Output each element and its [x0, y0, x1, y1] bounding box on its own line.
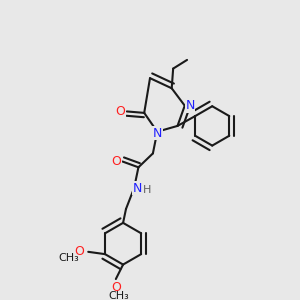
Text: O: O [75, 245, 85, 258]
Text: O: O [111, 155, 121, 168]
Text: N: N [185, 99, 195, 112]
Text: N: N [133, 182, 142, 195]
Text: CH₃: CH₃ [58, 253, 79, 263]
Text: O: O [111, 280, 121, 294]
Text: CH₃: CH₃ [108, 291, 129, 300]
Text: O: O [116, 105, 125, 118]
Text: H: H [143, 185, 151, 196]
Text: N: N [152, 127, 162, 140]
